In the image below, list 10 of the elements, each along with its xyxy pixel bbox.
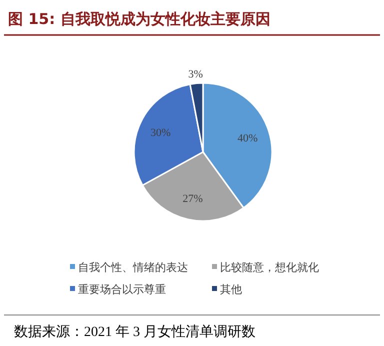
data-label: 30% (150, 127, 171, 140)
source-note: 数据来源：2021 年 3 月女性清单调研数 (14, 324, 256, 340)
data-label: 3% (188, 68, 203, 80)
legend-label: 其他 (220, 283, 242, 296)
legend-label: 重要场合以示尊重 (78, 283, 166, 296)
legend-label: 比较随意，想化就化 (220, 261, 319, 274)
chart-title: 图 15: 自我取悦成为女性化妆主要原因 (8, 10, 270, 28)
data-label: 40% (238, 132, 258, 144)
data-label: 27% (182, 192, 203, 205)
legend-label: 自我个性、情绪的表达 (78, 261, 188, 274)
